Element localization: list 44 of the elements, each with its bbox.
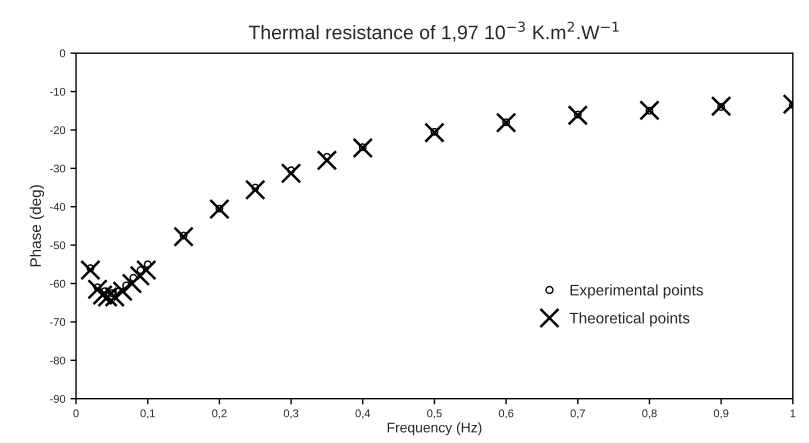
point bbox=[136, 260, 157, 280]
x-tick-label: 0,9 bbox=[714, 409, 728, 419]
point bbox=[424, 122, 445, 143]
y-tick-label: -10 bbox=[50, 88, 66, 96]
point bbox=[567, 105, 588, 126]
legend-label: Theoretical points bbox=[570, 312, 690, 327]
y-tick-label: 0 bbox=[60, 49, 66, 58]
y-tick-label: -50 bbox=[50, 241, 66, 250]
point bbox=[639, 100, 660, 121]
y-tick-label: -30 bbox=[50, 164, 66, 172]
x-tick-label: 0,8 bbox=[642, 409, 657, 419]
x-tick-label: 1 bbox=[790, 410, 796, 418]
y-tick-label: -90 bbox=[50, 394, 66, 403]
chart-title: Thermal resistance of 1,97 10$^{−3}$ K.m$^{2}$.W$^{−1}$ bbox=[248, 22, 619, 42]
x-tick-label: 0 bbox=[73, 409, 79, 418]
point bbox=[316, 150, 338, 171]
point bbox=[87, 278, 108, 300]
point bbox=[244, 180, 266, 200]
x-tick-label: 0,3 bbox=[284, 409, 298, 419]
point bbox=[173, 226, 194, 247]
point bbox=[122, 273, 142, 294]
x-tick-label: 0,5 bbox=[427, 409, 442, 419]
y-axis-title: Phase (deg) bbox=[30, 185, 44, 266]
y-tick-label: -80 bbox=[50, 356, 66, 364]
point bbox=[104, 286, 126, 308]
x-tick-label: 0,2 bbox=[212, 409, 227, 419]
y-tick-label: -70 bbox=[50, 318, 66, 326]
y-tick-label: -40 bbox=[50, 203, 66, 211]
x-axis-title: Frequency (Hz) bbox=[388, 422, 482, 436]
point bbox=[80, 260, 101, 280]
point bbox=[280, 163, 302, 184]
x-tick-label: 0,4 bbox=[355, 409, 370, 419]
point bbox=[352, 138, 374, 158]
point bbox=[130, 266, 150, 286]
x-tick-label: 0,1 bbox=[140, 409, 155, 419]
point bbox=[710, 96, 732, 116]
x-tick-label: 0,6 bbox=[498, 409, 514, 419]
point bbox=[97, 286, 118, 308]
point bbox=[209, 198, 230, 220]
y-tick-label: -20 bbox=[50, 126, 66, 134]
point bbox=[496, 112, 516, 133]
x-tick-label: 0,7 bbox=[570, 409, 585, 419]
y-tick-label: -60 bbox=[50, 280, 66, 288]
legend-label: Experimental points bbox=[570, 284, 703, 299]
